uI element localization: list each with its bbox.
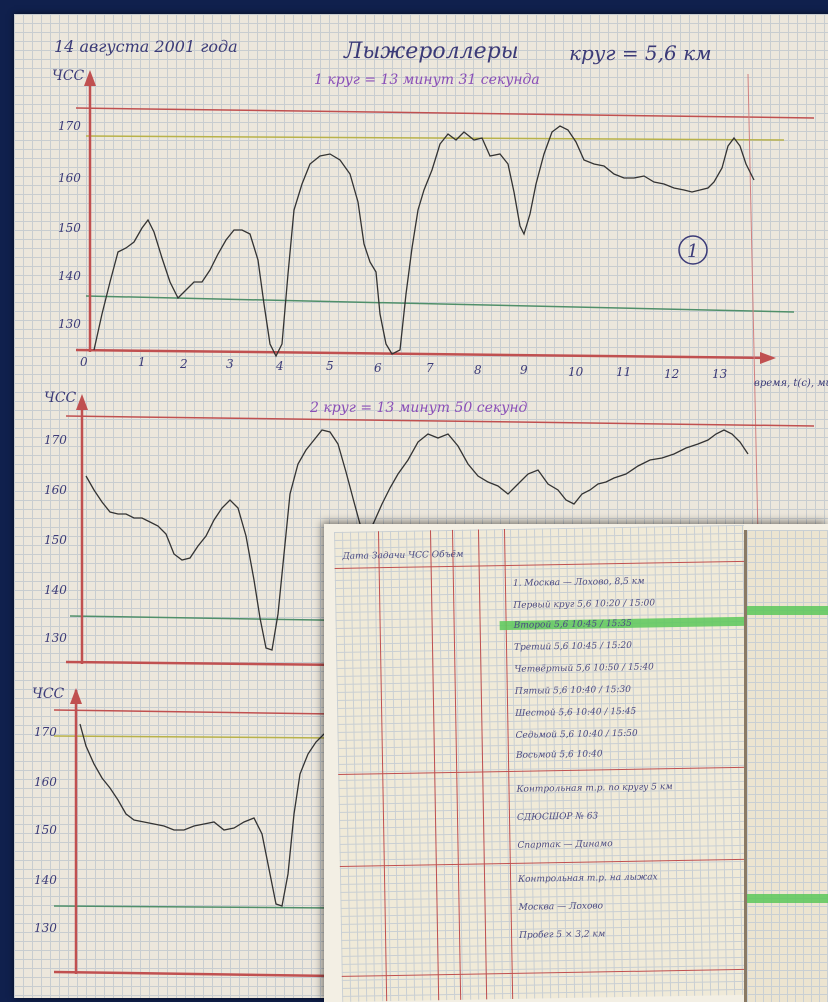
ledger-table: Дата Задачи ЧСС Объём 1. Москва — Лохово… [334, 524, 753, 1002]
y-tick: 170 [34, 725, 57, 739]
y-tick: 140 [34, 873, 57, 887]
x-tick: 8 [474, 363, 482, 377]
x-tick: 0 [80, 355, 88, 369]
heart-rate-line-3 [79, 723, 333, 907]
x-tick: 1 [138, 355, 146, 369]
ledger-row: Контрольная т.р. на лыжах [518, 872, 658, 885]
ledger-header: Дата Задачи ЧСС Объём [342, 549, 464, 562]
y-tick: 170 [44, 433, 67, 447]
heart-rate-line-1 [93, 125, 755, 358]
ledger-row: Четвёртый 5,6 10:50 / 15:40 [514, 662, 654, 675]
y-tick: 150 [34, 823, 57, 837]
ledger-row: СДЮСШОР № 63 [516, 811, 599, 823]
x-tick: 13 [712, 367, 728, 381]
y-tick: 150 [44, 533, 67, 547]
ledger-row: Третий 5,6 10:45 / 15:20 [513, 640, 633, 653]
ledger-row: 1. Москва — Лохово, 8,5 км [512, 576, 645, 589]
y-axis-label-3: ЧСС [32, 686, 65, 702]
circle-mark: 1 [687, 241, 698, 262]
row-divider [338, 766, 749, 775]
ledger-row: Пятый 5,6 10:40 / 15:30 [514, 684, 632, 697]
row-divider [339, 858, 750, 867]
x-axis-label-1: время, t(с), минуты [754, 378, 828, 389]
ledger-row: Спартак — Динамо [517, 839, 613, 851]
x-tick: 2 [179, 357, 188, 371]
y-tick: 160 [44, 483, 67, 497]
y-tick: 150 [58, 221, 81, 235]
notebook-page-ledger: Дата Задачи ЧСС Объём 1. Москва — Лохово… [324, 524, 828, 1002]
column-divider [377, 531, 388, 1002]
y-axis-label-1: ЧСС [52, 68, 85, 84]
column-divider [451, 529, 462, 1000]
notebook-page-graphs: 14 августа 2001 года Лыжероллеры круг = … [14, 14, 828, 998]
y-tick: 130 [34, 921, 57, 935]
header-lap: круг = 5,6 км [569, 41, 712, 65]
x-tick: 12 [664, 367, 679, 381]
chart2-subtitle: 2 круг = 13 минут 50 секунд [309, 400, 528, 416]
x-tick: 3 [226, 357, 234, 371]
ledger-row: Седьмой 5,6 10:40 / 15:50 [515, 728, 638, 741]
chart-3: ЧСС 170 160 150 140 130 [32, 686, 335, 978]
y-tick: 130 [58, 317, 81, 331]
column-divider [477, 529, 488, 1000]
row-divider [341, 968, 752, 977]
y-tick: 140 [58, 269, 81, 283]
y-tick: 160 [34, 775, 57, 789]
y-tick: 130 [44, 631, 67, 645]
highlight [747, 894, 828, 903]
highlight [747, 606, 828, 615]
header-title: Лыжероллеры [343, 39, 519, 64]
ledger-row: Восьмой 5,6 10:40 [515, 749, 603, 761]
y-tick: 140 [44, 583, 67, 597]
column-divider [429, 530, 440, 1001]
ledger-row: Москва — Лохово [518, 901, 604, 913]
x-tick: 6 [374, 361, 382, 375]
x-tick: 11 [616, 365, 631, 379]
ledger-row: Первый круг 5,6 10:20 / 15:00 [513, 598, 656, 611]
x-tick: 4 [275, 359, 284, 373]
y-tick: 170 [58, 119, 81, 133]
ledger-row: Контрольная т.р. по кругу 5 км [516, 782, 673, 795]
y-tick: 160 [58, 171, 81, 185]
ledger-row: Второй 5,6 10:45 / 15:35 [513, 618, 632, 631]
column-divider [503, 529, 514, 999]
y-axis-label-2: ЧСС [44, 390, 77, 406]
ledger-row: Пробег 5 × 3,2 км [518, 929, 606, 941]
ledger-facing-page [744, 530, 828, 1002]
x-tick: 7 [426, 361, 434, 375]
x-tick: 5 [326, 359, 334, 373]
header-date: 14 августа 2001 года [54, 37, 238, 56]
ledger-row: Шестой 5,6 10:40 / 15:45 [515, 706, 637, 719]
chart1-subtitle: 1 круг = 13 минут 31 секунда [314, 72, 540, 88]
x-tick: 9 [520, 363, 528, 377]
x-tick: 10 [568, 365, 584, 379]
heart-rate-line-2 [85, 429, 749, 651]
row-divider [334, 560, 745, 569]
